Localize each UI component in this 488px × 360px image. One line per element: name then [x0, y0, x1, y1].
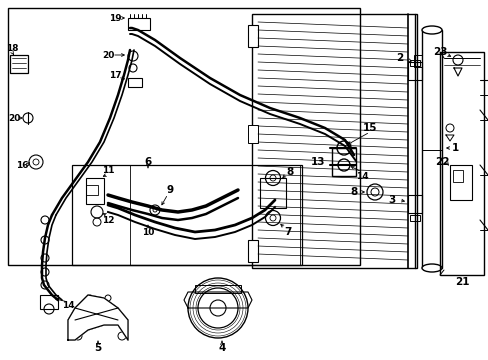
Text: 20: 20	[102, 50, 114, 59]
Text: 14: 14	[61, 301, 74, 310]
Text: 15: 15	[362, 123, 376, 133]
Text: 8: 8	[350, 187, 357, 197]
Bar	[407, 62, 421, 80]
Text: 21: 21	[454, 277, 468, 287]
Bar	[407, 195, 421, 213]
Text: 12: 12	[102, 216, 114, 225]
Text: 5: 5	[94, 343, 102, 353]
Bar	[86, 178, 104, 204]
Text: 23: 23	[432, 47, 447, 57]
Bar	[40, 295, 58, 309]
Text: 16: 16	[16, 161, 28, 170]
Text: 10: 10	[142, 228, 154, 237]
Text: 4: 4	[218, 343, 225, 353]
Bar	[128, 78, 142, 87]
Bar	[247, 25, 258, 47]
Text: 8: 8	[286, 167, 293, 177]
Bar	[260, 178, 285, 208]
Text: 13: 13	[310, 157, 325, 167]
Ellipse shape	[421, 264, 441, 272]
Text: 7: 7	[284, 227, 291, 237]
Text: 14: 14	[355, 171, 367, 180]
Bar	[86, 185, 98, 195]
Bar	[8, 8, 359, 265]
Text: 20: 20	[8, 113, 20, 122]
Bar	[409, 60, 419, 66]
Bar	[413, 55, 421, 67]
Text: 1: 1	[450, 143, 458, 153]
Bar	[72, 165, 302, 265]
Bar	[247, 125, 258, 143]
Text: 18: 18	[6, 44, 18, 53]
Text: 9: 9	[166, 185, 173, 195]
Bar	[331, 148, 355, 176]
Text: 6: 6	[144, 157, 151, 167]
Bar	[10, 55, 28, 73]
Text: 22: 22	[434, 157, 448, 167]
Text: 11: 11	[102, 166, 114, 175]
Bar	[195, 285, 241, 293]
Text: 19: 19	[108, 14, 121, 23]
Bar	[251, 14, 416, 268]
Polygon shape	[68, 295, 128, 340]
Bar	[421, 30, 441, 268]
Bar	[247, 240, 258, 262]
Bar	[449, 165, 471, 200]
Text: 17: 17	[108, 71, 121, 80]
Bar	[439, 52, 483, 275]
Text: 2: 2	[396, 53, 403, 63]
Text: 3: 3	[387, 195, 395, 205]
Ellipse shape	[421, 26, 441, 34]
Bar	[128, 18, 150, 30]
Bar	[452, 170, 462, 182]
Bar	[409, 215, 419, 221]
